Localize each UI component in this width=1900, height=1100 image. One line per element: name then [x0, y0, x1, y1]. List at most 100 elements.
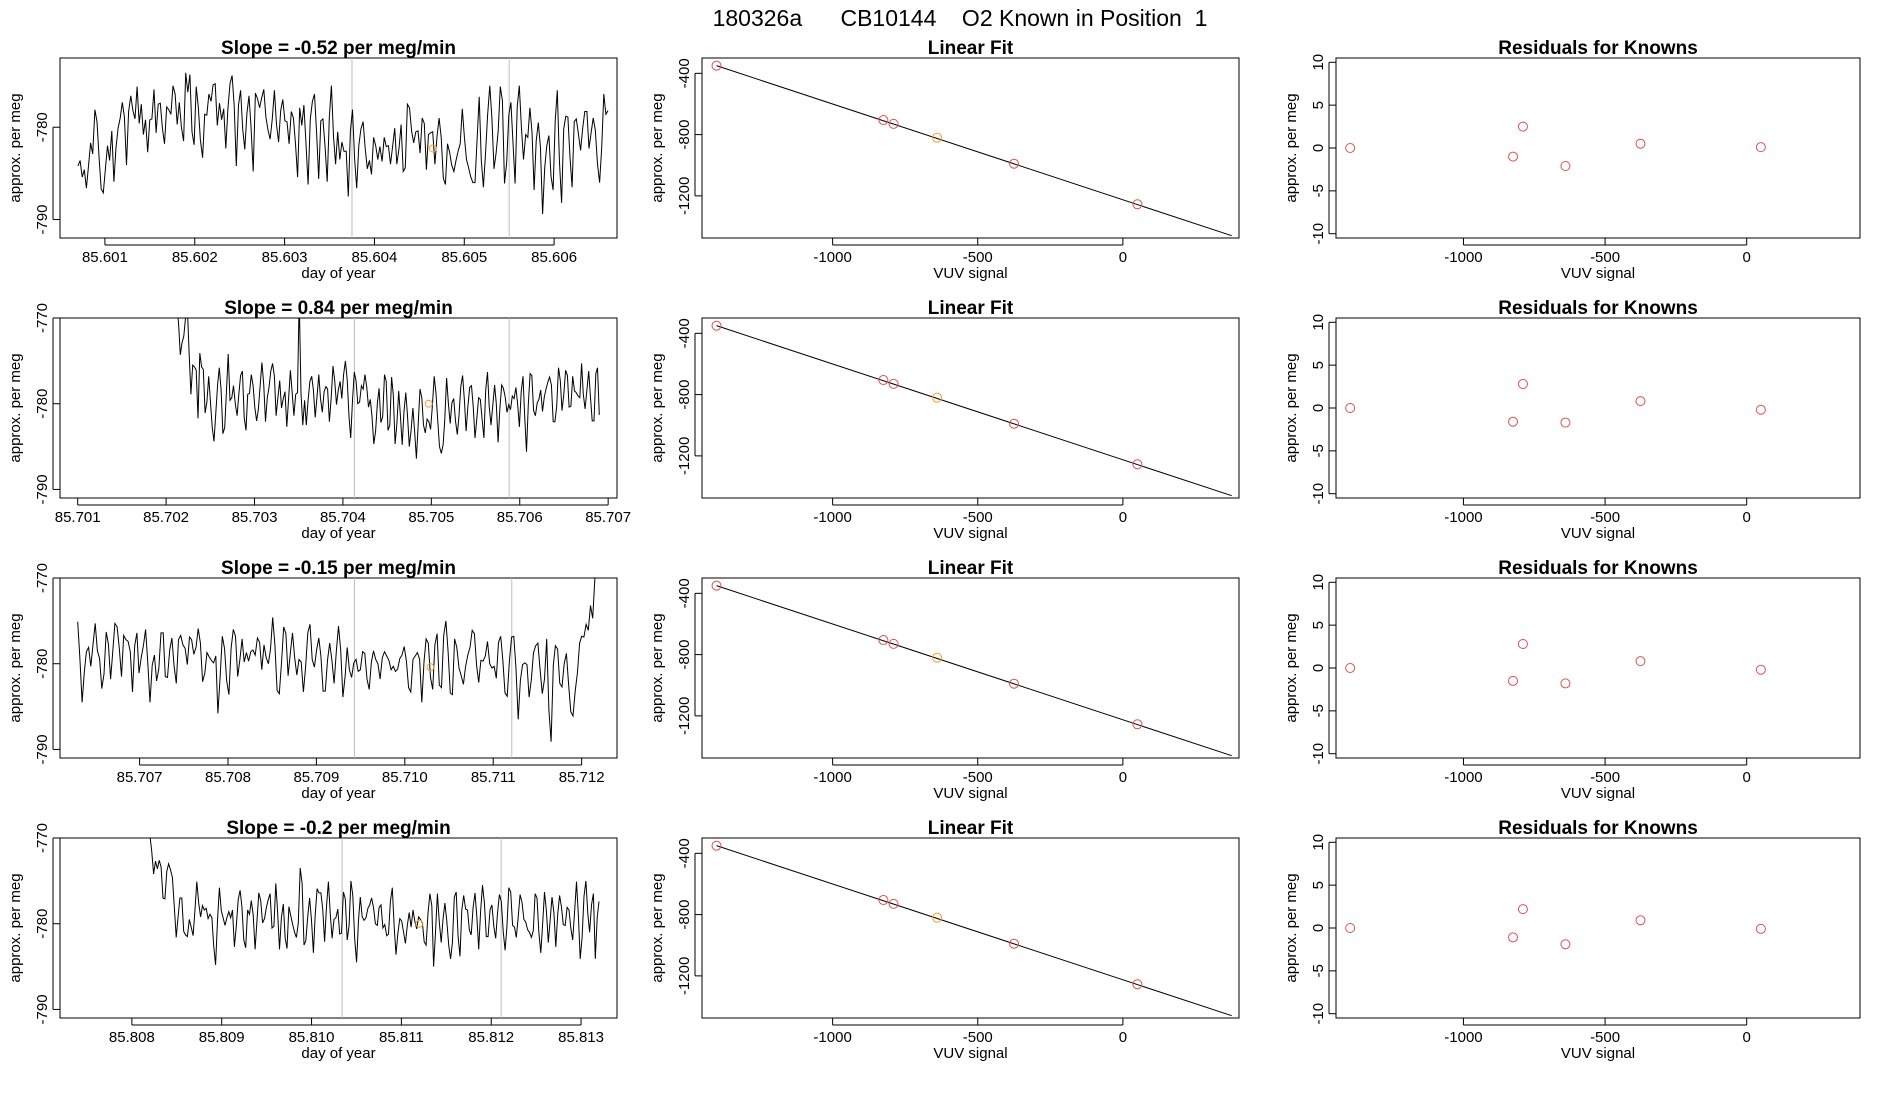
panel-linear_fit-4: Linear Fit -1000 -500 0 VUV signal -400 -800 -1…	[649, 818, 1240, 1062]
x-tick-label: 85.606	[531, 249, 577, 266]
highlight-point	[424, 399, 433, 408]
panel-title: Slope = -0.2 per meg/min	[226, 818, 450, 839]
y-tick-label: 0	[1310, 664, 1327, 672]
y-tick-label: -400	[676, 838, 693, 868]
x-tick-label: 85.812	[468, 1029, 514, 1046]
plot-frame	[59, 837, 618, 1019]
plot-area	[174, 318, 600, 498]
x-axis-label: VUV signal	[933, 525, 1007, 542]
known-point	[1560, 678, 1571, 689]
panel-residuals-1: Residuals for Knowns -1000 -500 0 VUV signal…	[1283, 38, 1861, 282]
y-tick-label: -800	[676, 640, 693, 670]
panel-timeseries-3: Slope = -0.15 per meg/min 85.707 85.708 85.…	[7, 558, 618, 802]
x-tick-label: 85.809	[199, 1029, 245, 1046]
known-point	[878, 895, 889, 906]
known-point	[878, 115, 889, 126]
known-point	[1560, 939, 1571, 950]
x-tick-label: -500	[1590, 509, 1620, 526]
highlight-point	[932, 652, 943, 663]
y-tick-label: 5	[1310, 361, 1327, 369]
x-tick-label: 85.711	[471, 769, 516, 786]
y-tick-label: 0	[1310, 924, 1327, 932]
x-tick-label: 85.701	[55, 509, 101, 526]
plot-frame	[701, 837, 1240, 1019]
known-point	[1755, 664, 1766, 675]
x-tick-label: 85.813	[558, 1029, 604, 1046]
y-axis-label: approx. per meg	[7, 873, 24, 982]
y-tick-label: -1200	[676, 437, 693, 475]
known-point	[1755, 404, 1766, 415]
panel-title: Linear Fit	[928, 558, 1014, 579]
known-point	[1517, 904, 1528, 915]
x-tick-label: 85.706	[497, 509, 543, 526]
y-axis-label: approx. per meg	[1283, 353, 1300, 462]
panel-title: Linear Fit	[928, 818, 1014, 839]
x-tick-label: 85.604	[351, 249, 397, 266]
panel-title: Residuals for Knowns	[1498, 558, 1698, 579]
known-point	[1517, 121, 1528, 132]
plot-frame	[59, 317, 618, 499]
y-tick-label: -1200	[676, 177, 693, 215]
x-tick-label: 85.602	[172, 249, 218, 266]
x-tick-label: 85.707	[585, 509, 631, 526]
y-tick-label: -770	[34, 823, 51, 853]
y-tick-label: 0	[1310, 144, 1327, 152]
y-tick-label: -790	[34, 205, 51, 235]
y-tick-label: -5	[1310, 704, 1327, 717]
y-tick-label: 10	[1310, 314, 1327, 331]
x-tick-label: -500	[963, 769, 993, 786]
x-tick-label: 85.703	[232, 509, 278, 526]
known-point	[711, 840, 722, 851]
plot-area	[77, 58, 609, 238]
x-tick-label: -500	[963, 509, 993, 526]
plot-frame	[701, 57, 1240, 239]
highlight-point	[415, 919, 424, 928]
x-tick-label: 85.702	[143, 509, 189, 526]
known-point	[1009, 158, 1020, 169]
known-point	[1508, 151, 1519, 162]
highlight-point	[426, 663, 435, 672]
y-tick-label: -5	[1310, 964, 1327, 977]
known-point	[1345, 923, 1356, 933]
x-tick-label: -1000	[813, 769, 851, 786]
known-point	[1635, 915, 1646, 926]
y-tick-label: -400	[676, 58, 693, 88]
y-tick-label: -800	[676, 120, 693, 150]
y-tick-label: -780	[34, 649, 51, 679]
y-tick-label: 10	[1310, 834, 1327, 851]
plot-area	[77, 578, 596, 758]
y-tick-label: 10	[1310, 54, 1327, 71]
x-tick-label: 0	[1119, 249, 1127, 266]
x-axis-label: day of year	[301, 525, 375, 542]
panel-title: Residuals for Knowns	[1498, 818, 1698, 839]
x-tick-label: 85.708	[205, 769, 251, 786]
y-tick-label: -790	[34, 474, 51, 504]
y-axis-label: approx. per meg	[7, 613, 24, 722]
fit-line	[716, 585, 1232, 757]
x-tick-label: 0	[1119, 509, 1127, 526]
known-point	[1755, 142, 1766, 153]
plot-frame	[701, 577, 1240, 759]
panel-linear_fit-1: Linear Fit -1000 -500 0 VUV signal -400 -800 -1…	[649, 38, 1240, 282]
y-tick-label: -400	[676, 318, 693, 348]
timeseries-line	[77, 72, 609, 215]
y-tick-label: -770	[34, 303, 51, 333]
x-tick-label: 85.810	[289, 1029, 335, 1046]
panel-title: Residuals for Knowns	[1498, 298, 1698, 319]
y-tick-label: 5	[1310, 101, 1327, 109]
panel-timeseries-4: Slope = -0.2 per meg/min 85.808 85.809 85.8…	[7, 818, 618, 1062]
x-tick-label: -1000	[1444, 769, 1482, 786]
y-tick-label: -790	[34, 994, 51, 1024]
y-axis-label: approx. per meg	[1283, 93, 1300, 202]
y-tick-label: -790	[34, 734, 51, 764]
y-tick-label: -800	[676, 900, 693, 930]
x-tick-label: -500	[963, 1029, 993, 1046]
known-point	[1345, 663, 1356, 673]
highlight-point	[428, 144, 437, 153]
x-tick-label: -1000	[813, 509, 851, 526]
y-axis-label: approx. per meg	[7, 353, 24, 462]
panel-timeseries-1: Slope = -0.52 per meg/min 85.601 85.602 85.…	[7, 38, 618, 282]
x-tick-label: 85.605	[441, 249, 487, 266]
x-tick-label: -500	[963, 249, 993, 266]
y-tick-label: 5	[1310, 621, 1327, 629]
